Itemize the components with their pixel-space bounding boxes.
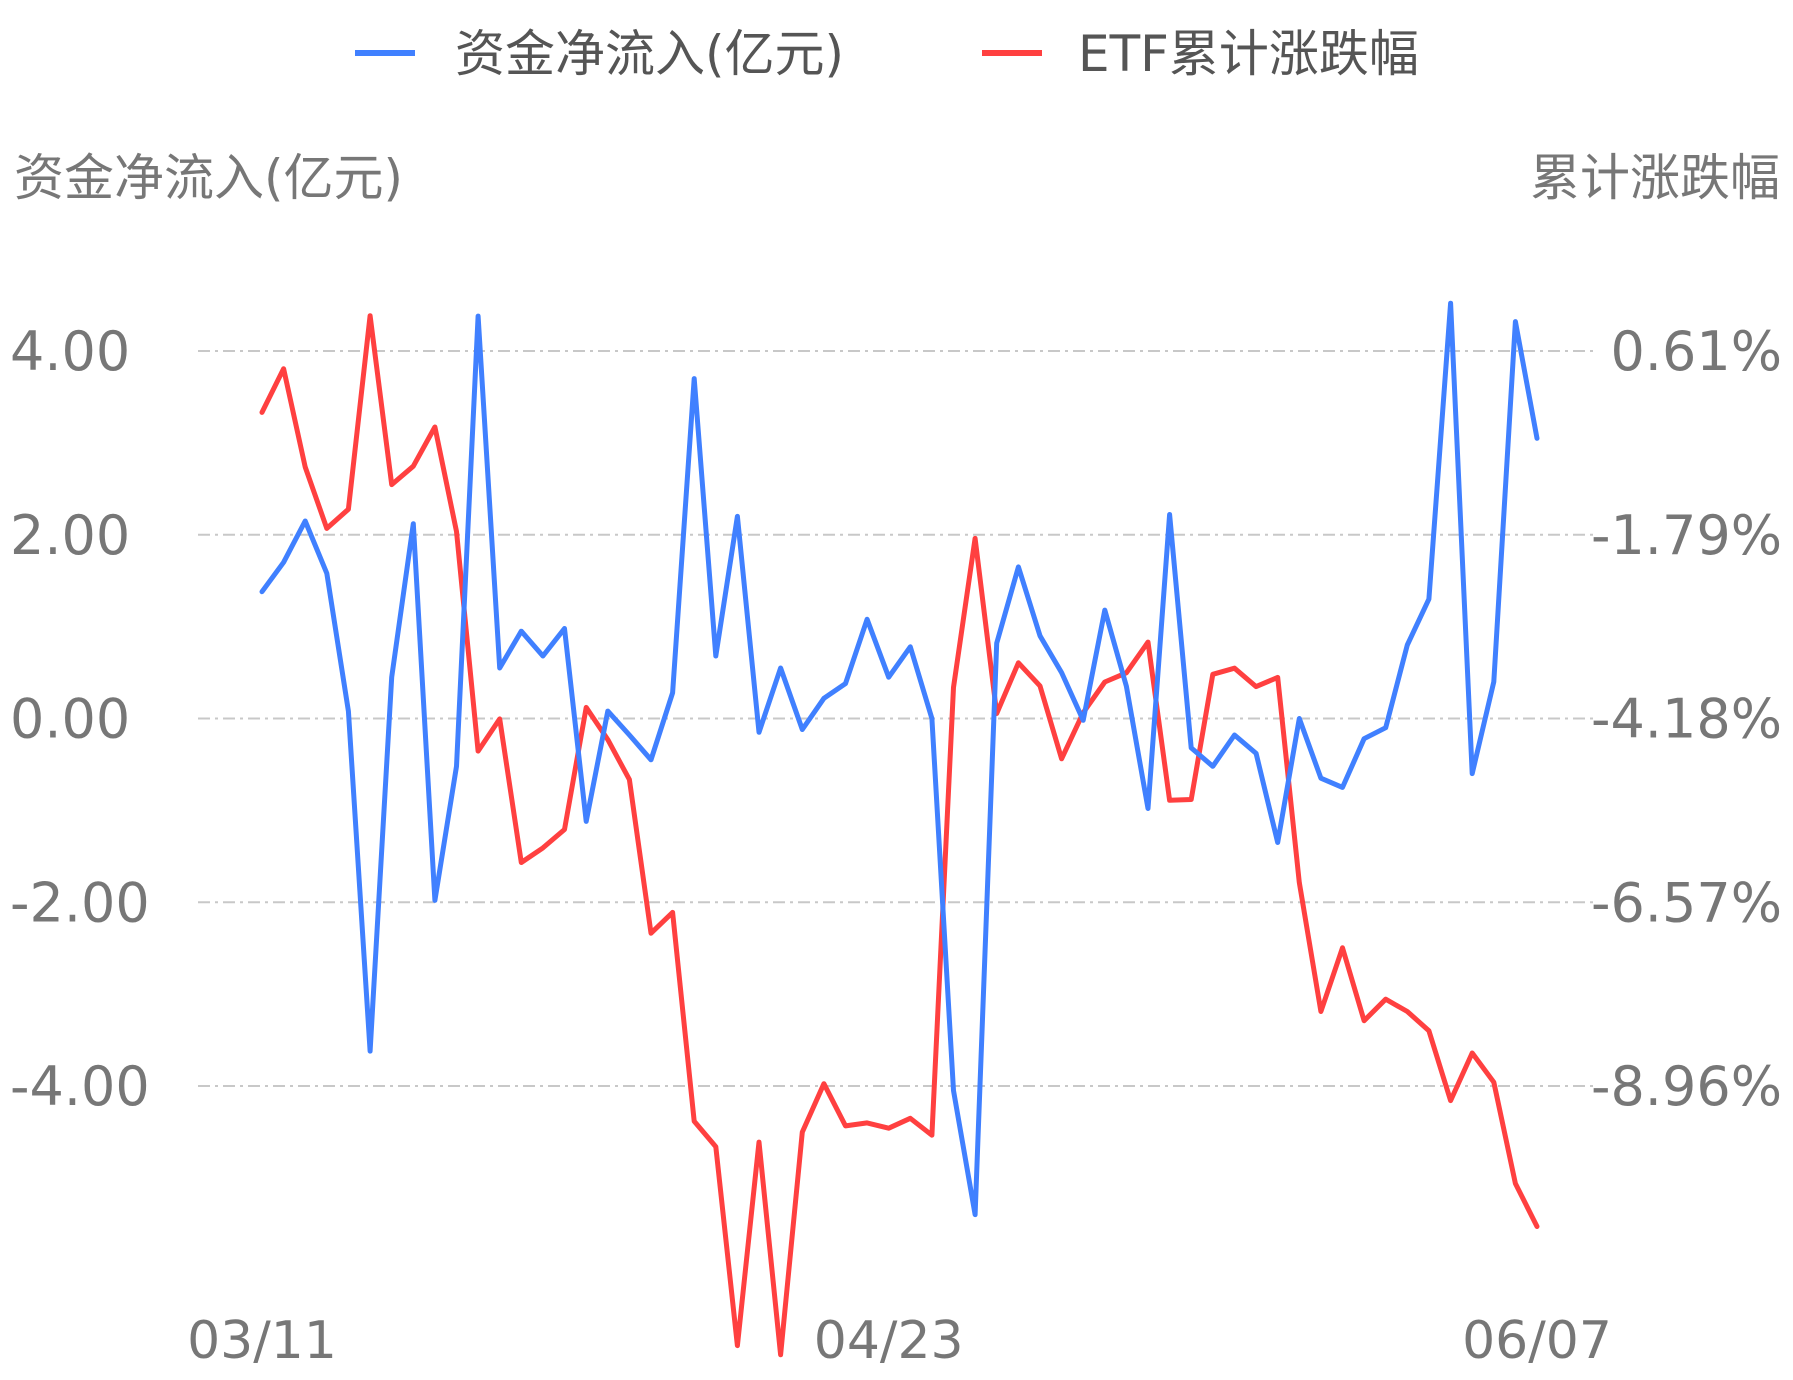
legend-label-etf-change: ETF累计涨跌幅 [1078,25,1419,83]
x-axis-ticks: 03/11 04/23 06/07 [187,1311,1612,1371]
right-tick-label: 0.61% [1610,320,1782,383]
x-tick-label: 06/07 [1462,1311,1612,1371]
left-axis-title: 资金净流入(亿元) [14,149,403,207]
left-tick-label: 2.00 [10,504,130,567]
series-line-net-inflow [259,300,1540,1218]
series-line-etf-change [259,313,1540,1358]
left-tick-label: 4.00 [10,320,130,383]
right-tick-label: -4.18% [1591,688,1782,751]
right-axis-ticks: 0.61% -1.79% -4.18% -6.57% -8.96% [1591,320,1782,1118]
right-tick-label: -6.57% [1591,871,1782,934]
right-axis-title: 累计涨跌幅 [1530,149,1780,207]
x-tick-label: 03/11 [187,1311,337,1371]
left-tick-label: -2.00 [10,871,150,934]
left-axis-ticks: 4.00 2.00 0.00 -2.00 -4.00 [10,320,150,1118]
legend-label-net-inflow: 资金净流入(亿元) [455,25,844,83]
gridlines [198,350,1598,1087]
left-tick-label: 0.00 [10,688,130,751]
right-tick-label: -8.96% [1591,1055,1782,1118]
x-tick-label: 04/23 [814,1311,964,1371]
left-tick-label: -4.00 [10,1055,150,1118]
right-tick-label: -1.79% [1591,504,1782,567]
legend: 资金净流入(亿元) ETF累计涨跌幅 [355,25,1419,83]
